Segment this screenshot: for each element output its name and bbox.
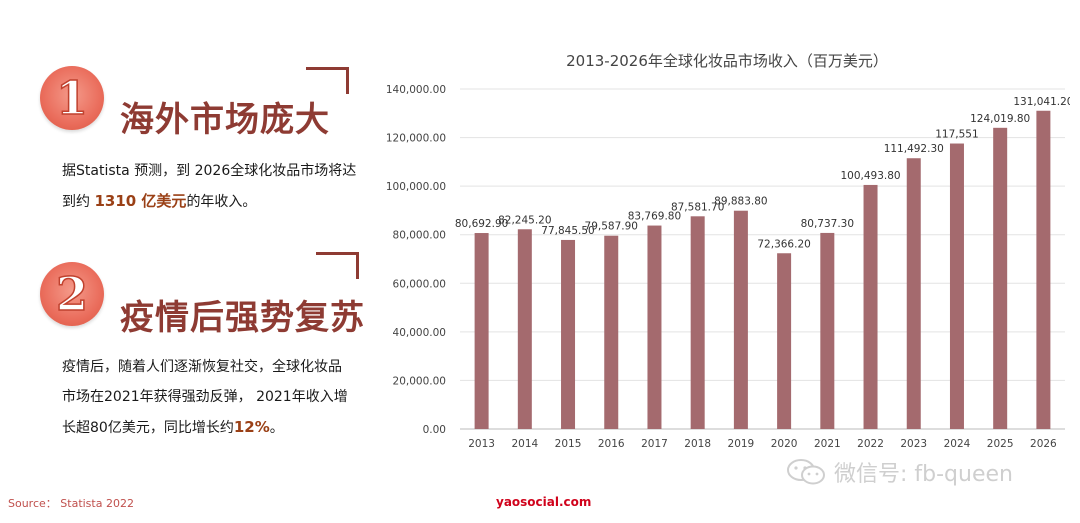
data-label-2017: 83,769.80 bbox=[628, 211, 681, 223]
section2-highlight: 12% bbox=[233, 418, 270, 436]
bar-2018 bbox=[690, 216, 705, 429]
chart-title: 2013-2026年全球化妆品市场收入（百万美元） bbox=[566, 52, 888, 70]
data-label-2019: 89,883.80 bbox=[714, 196, 767, 208]
bar-2024 bbox=[949, 143, 964, 430]
x-tick-label-2014: 2014 bbox=[511, 438, 538, 450]
section1-corner-decoration bbox=[306, 67, 349, 94]
section2-heading: 疫情后强势复苏 bbox=[120, 298, 365, 338]
y-tick-label: 80,000.00 bbox=[393, 230, 446, 242]
section2-line3-post: 。 bbox=[269, 420, 284, 436]
data-label-2026: 131,041.20 bbox=[1013, 96, 1070, 108]
y-tick-label: 60,000.00 bbox=[393, 278, 446, 290]
number-badge-1: 1 bbox=[40, 66, 104, 130]
data-label-2023: 111,492.30 bbox=[884, 143, 944, 155]
section2-paragraph: 疫情后，随着人们逐渐恢复社交，全球化妆品 市场在2021年获得强劲反弹， 202… bbox=[62, 352, 348, 443]
bar-2022 bbox=[863, 184, 878, 429]
chart-data-labels: 80,692.9082,245.2077,845.5079,587.9083,7… bbox=[455, 96, 1070, 250]
section1-highlight: 1310 亿美元 bbox=[94, 192, 187, 210]
wechat-icon bbox=[787, 459, 825, 485]
section1-heading: 海外市场庞大 bbox=[120, 100, 330, 140]
data-label-2016: 79,587.90 bbox=[585, 221, 638, 233]
x-tick-label-2021: 2021 bbox=[814, 438, 841, 450]
bar-2021 bbox=[820, 232, 835, 429]
bar-2015 bbox=[561, 239, 576, 429]
section1-line2: 到约 1310 亿美元的年收入。 bbox=[62, 186, 356, 217]
watermark-text: 微信号: fb-queen bbox=[834, 462, 1013, 487]
bar-2025 bbox=[993, 127, 1008, 430]
bar-2016 bbox=[604, 235, 619, 429]
bar-2014 bbox=[517, 229, 532, 429]
data-label-2021: 80,737.30 bbox=[801, 218, 854, 230]
data-label-2014: 82,245.20 bbox=[498, 214, 551, 226]
bar-2023 bbox=[906, 158, 921, 430]
section2-line2: 市场在2021年获得强劲反弹， 2021年收入增 bbox=[62, 389, 348, 405]
y-axis-tick-labels: 0.00 20,000.00 40,000.00 60,000.00 80,000.00… bbox=[386, 84, 446, 436]
y-tick-label: 120,000.00 bbox=[386, 133, 446, 145]
number-badge-2: 2 bbox=[40, 262, 104, 326]
revenue-bar-chart: 2013-2026年全球化妆品市场收入（百万美元） 0.00 20,000.00 4… bbox=[386, 52, 1070, 450]
source-note: Source： Statista 2022 bbox=[8, 497, 134, 510]
y-tick-label: 140,000.00 bbox=[386, 84, 446, 96]
number-badge-1-text: 1 bbox=[55, 70, 89, 126]
x-tick-label-2024: 2024 bbox=[944, 438, 971, 450]
x-tick-label-2013: 2013 bbox=[468, 438, 495, 450]
bar-2017 bbox=[647, 225, 662, 429]
wechat-watermark: 微信号: fb-queen bbox=[786, 456, 1013, 488]
bar-2019 bbox=[733, 210, 748, 429]
x-tick-label-2020: 2020 bbox=[771, 438, 798, 450]
number-badge-2-text: 2 bbox=[55, 266, 89, 322]
x-tick-label-2025: 2025 bbox=[987, 438, 1014, 450]
y-tick-label: 100,000.00 bbox=[386, 181, 446, 193]
x-tick-label-2026: 2026 bbox=[1030, 438, 1057, 450]
y-tick-label: 0.00 bbox=[423, 424, 446, 436]
section1-paragraph: 据Statista 预测，到 2026全球化妆品市场将达 到约 1310 亿美元… bbox=[62, 156, 356, 217]
data-label-2020: 72,366.20 bbox=[757, 238, 810, 250]
x-tick-label-2015: 2015 bbox=[555, 438, 582, 450]
section1-line1: 据Statista 预测，到 2026全球化妆品市场将达 bbox=[62, 163, 357, 179]
x-tick-label-2017: 2017 bbox=[641, 438, 668, 450]
y-tick-label: 20,000.00 bbox=[393, 375, 446, 387]
section1-line2-post: 的年收入。 bbox=[186, 194, 257, 210]
section1-line2-pre: 到约 bbox=[62, 194, 95, 210]
x-tick-label-2018: 2018 bbox=[684, 438, 711, 450]
x-tick-label-2022: 2022 bbox=[857, 438, 884, 450]
section2-corner-decoration bbox=[316, 252, 359, 279]
chart-bars bbox=[474, 110, 1051, 430]
data-label-2025: 124,019.80 bbox=[970, 113, 1030, 125]
chart-gridlines bbox=[460, 88, 1065, 430]
data-label-2015: 77,845.50 bbox=[541, 225, 594, 237]
bar-2026 bbox=[1036, 110, 1051, 430]
section2-line1: 疫情后，随着人们逐渐恢复社交，全球化妆品 bbox=[62, 359, 342, 375]
section2-line3-pre: 长超80亿美元，同比增长约 bbox=[62, 420, 234, 436]
x-tick-label-2019: 2019 bbox=[728, 438, 755, 450]
data-label-2024: 117,551 bbox=[935, 129, 978, 141]
bar-2020 bbox=[777, 253, 792, 429]
x-tick-label-2016: 2016 bbox=[598, 438, 625, 450]
y-tick-label: 40,000.00 bbox=[393, 327, 446, 339]
bar-2013 bbox=[474, 233, 489, 429]
section2-line3: 长超80亿美元，同比增长约12%。 bbox=[62, 412, 348, 443]
x-tick-label-2023: 2023 bbox=[900, 438, 927, 450]
data-label-2022: 100,493.80 bbox=[840, 170, 900, 182]
data-label-2018: 87,581.70 bbox=[671, 201, 724, 213]
data-label-2013: 80,692.90 bbox=[455, 218, 508, 230]
site-link[interactable]: yaosocial.com bbox=[496, 495, 592, 509]
x-axis-tick-labels: 2013 2014 2015 2016 2017 2018 2019 2020 2021 2022… bbox=[468, 438, 1057, 450]
